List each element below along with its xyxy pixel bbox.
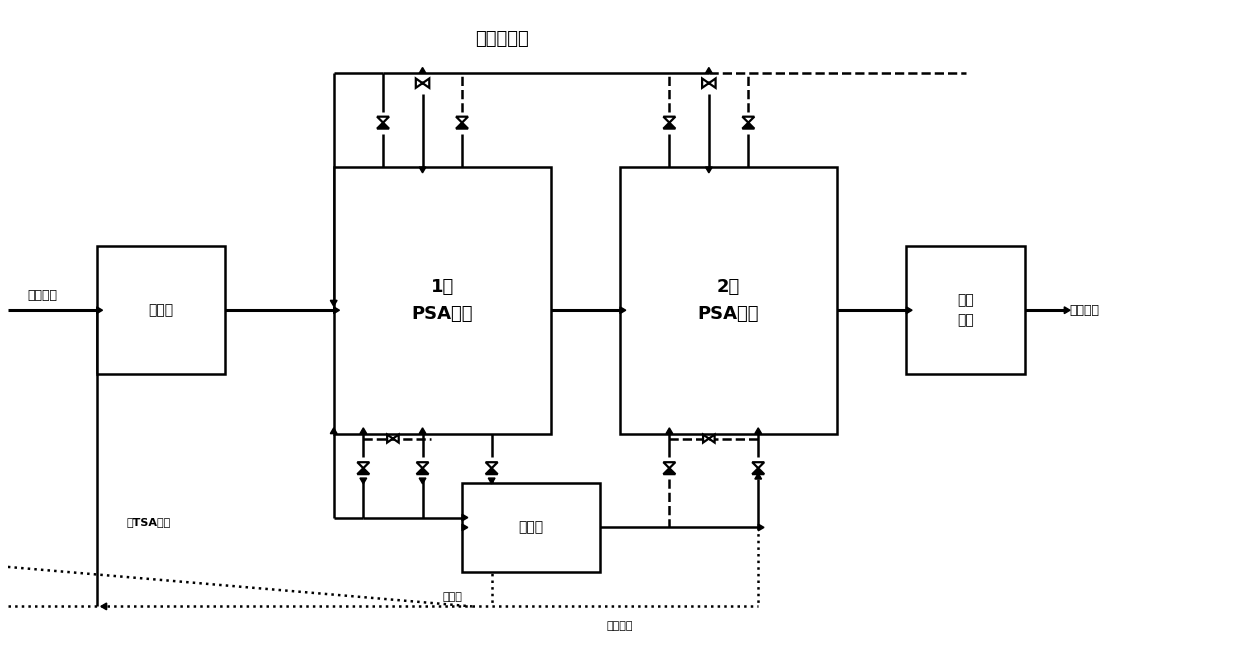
Polygon shape xyxy=(755,474,761,479)
Polygon shape xyxy=(456,117,467,122)
Text: 压缩机: 压缩机 xyxy=(518,521,543,534)
Text: 1段
PSA提氢: 1段 PSA提氢 xyxy=(412,278,472,322)
Polygon shape xyxy=(417,468,429,474)
Polygon shape xyxy=(663,462,676,468)
Polygon shape xyxy=(419,167,425,173)
Polygon shape xyxy=(360,478,367,484)
Polygon shape xyxy=(377,117,389,122)
Polygon shape xyxy=(334,307,340,314)
Polygon shape xyxy=(419,478,425,484)
Polygon shape xyxy=(486,468,497,474)
Polygon shape xyxy=(666,428,673,434)
Polygon shape xyxy=(486,462,497,468)
Text: 超高纯氢气: 超高纯氢气 xyxy=(475,29,528,48)
Circle shape xyxy=(708,438,709,440)
Polygon shape xyxy=(463,514,467,521)
Bar xyxy=(463,483,600,572)
Polygon shape xyxy=(387,434,393,443)
Text: 再生尾气: 再生尾气 xyxy=(606,621,634,631)
Text: 压缩机: 压缩机 xyxy=(149,303,174,317)
Polygon shape xyxy=(463,524,467,531)
Text: 2段
PSA提氢: 2段 PSA提氢 xyxy=(698,278,759,322)
Polygon shape xyxy=(100,603,107,610)
Polygon shape xyxy=(360,428,367,434)
Polygon shape xyxy=(709,434,714,443)
Polygon shape xyxy=(419,67,425,73)
Polygon shape xyxy=(753,468,764,474)
Polygon shape xyxy=(663,468,676,474)
Polygon shape xyxy=(743,122,754,128)
Polygon shape xyxy=(703,434,709,443)
Circle shape xyxy=(392,438,394,440)
Polygon shape xyxy=(663,122,676,128)
Polygon shape xyxy=(377,122,389,128)
Polygon shape xyxy=(489,478,495,484)
Bar xyxy=(906,246,1024,375)
Polygon shape xyxy=(663,117,676,122)
Circle shape xyxy=(708,83,709,84)
Polygon shape xyxy=(906,307,913,314)
Polygon shape xyxy=(456,122,467,128)
Polygon shape xyxy=(743,117,754,122)
Polygon shape xyxy=(702,79,709,88)
Polygon shape xyxy=(620,307,626,314)
Text: 解吸气: 解吸气 xyxy=(443,591,463,601)
Bar xyxy=(620,167,837,434)
Polygon shape xyxy=(330,301,337,306)
Polygon shape xyxy=(417,462,429,468)
Polygon shape xyxy=(706,167,712,173)
Polygon shape xyxy=(357,468,370,474)
Polygon shape xyxy=(758,524,764,531)
Polygon shape xyxy=(706,67,712,73)
Polygon shape xyxy=(1064,307,1070,314)
Polygon shape xyxy=(709,79,715,88)
Polygon shape xyxy=(357,462,370,468)
Polygon shape xyxy=(415,79,423,88)
Bar xyxy=(97,246,226,375)
Polygon shape xyxy=(423,79,429,88)
Polygon shape xyxy=(753,462,764,468)
Polygon shape xyxy=(97,307,103,314)
Circle shape xyxy=(422,83,424,84)
Text: 氢气产品: 氢气产品 xyxy=(1069,304,1099,317)
Polygon shape xyxy=(755,428,761,434)
Text: 去TSA净化: 去TSA净化 xyxy=(126,517,171,527)
Polygon shape xyxy=(419,428,425,434)
Bar xyxy=(334,167,551,434)
Polygon shape xyxy=(330,428,337,434)
Text: 中间气体: 中间气体 xyxy=(27,289,57,302)
Text: 氢气
纯化: 氢气 纯化 xyxy=(957,293,973,328)
Polygon shape xyxy=(393,434,399,443)
